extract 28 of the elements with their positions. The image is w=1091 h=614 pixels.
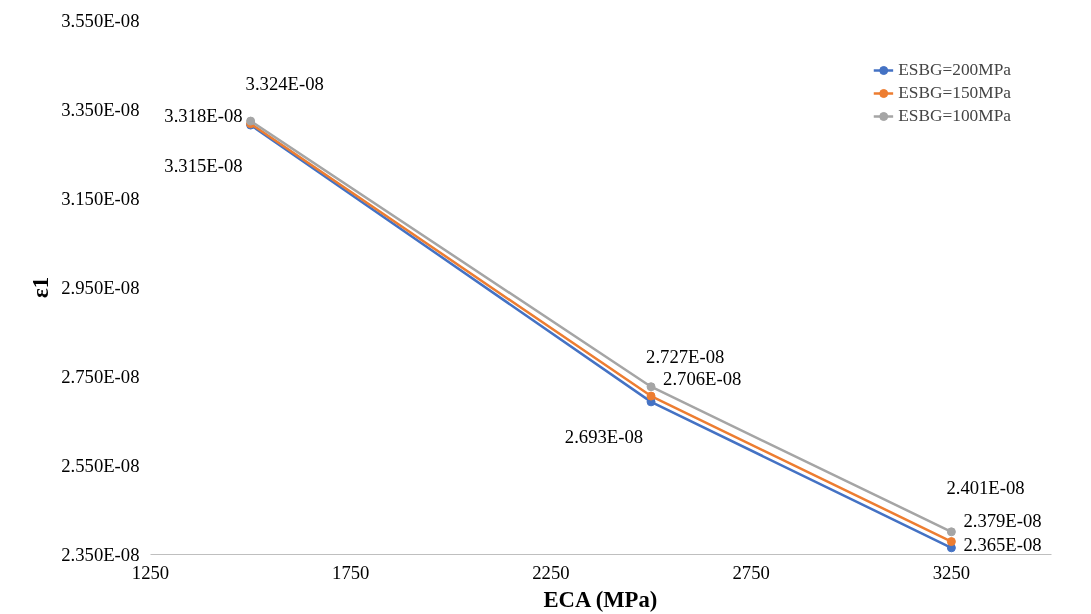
point: [946, 537, 956, 547]
data-label: 2.401E-08: [946, 477, 1025, 499]
x-tick-label: 2750: [732, 561, 770, 583]
data-label: 3.324E-08: [245, 72, 324, 94]
y-tick-label: 2.950E-08: [61, 277, 140, 298]
y-tick-label: 2.550E-08: [61, 455, 140, 476]
data-label: 2.727E-08: [646, 346, 725, 368]
point: [646, 391, 656, 401]
y-tick-label: 3.150E-08: [61, 188, 140, 209]
legend-label: ESBG=200MPa: [898, 60, 1011, 80]
y-tick-label: 3.350E-08: [61, 99, 140, 120]
point: [946, 527, 956, 537]
data-label: 2.706E-08: [663, 367, 742, 389]
y-tick-label: 3.550E-08: [61, 10, 140, 31]
data-label: 2.693E-08: [564, 426, 644, 448]
x-tick-label: 2250: [532, 561, 570, 583]
data-label: 2.365E-08: [963, 534, 1042, 556]
x-axis-title: ECA (MPa): [543, 586, 658, 612]
data-label: 3.318E-08: [164, 105, 243, 127]
y-axis-title: ε1: [28, 276, 54, 298]
y-tick-label: 2.750E-08: [61, 366, 140, 387]
legend-label: ESBG=100MPa: [898, 106, 1011, 126]
x-tick-label: 3250: [932, 561, 971, 583]
point: [646, 382, 656, 392]
legend-label: ESBG=150MPa: [898, 83, 1011, 103]
x-tick-label: 1750: [332, 561, 370, 583]
data-label: 3.315E-08: [164, 154, 243, 176]
data-label: 2.379E-08: [963, 510, 1042, 532]
